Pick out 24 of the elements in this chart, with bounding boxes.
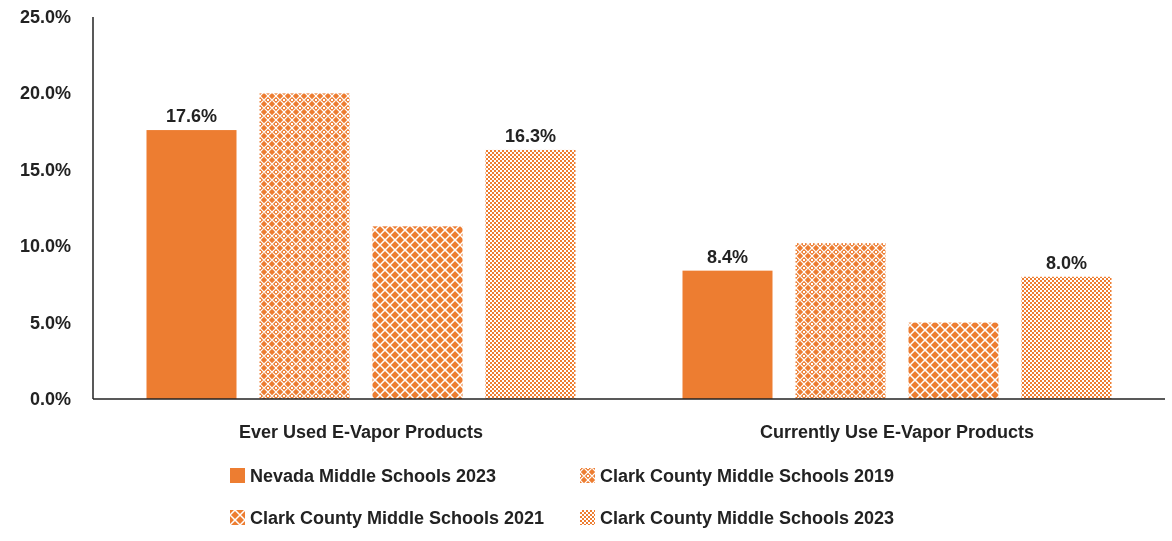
bar	[372, 226, 463, 399]
y-tick-label: 25.0%	[19, 7, 71, 27]
y-tick-label: 15.0%	[19, 159, 71, 180]
y-tick-label: 0.0%	[29, 389, 71, 409]
y-tick-label: 20.0%	[19, 83, 71, 104]
bar	[795, 243, 886, 399]
data-label: 8.4%	[706, 246, 749, 267]
bar	[1021, 276, 1112, 399]
data-label: 8.0%	[1045, 252, 1088, 273]
data-label: 17.6%	[165, 106, 218, 127]
y-tick-label: 10.0%	[19, 236, 71, 257]
legend-label: Clark County Middle Schools 2023	[600, 508, 895, 528]
bar	[908, 322, 999, 399]
bar	[146, 130, 237, 399]
bar	[485, 149, 576, 399]
bar	[259, 93, 350, 399]
legend-label: Nevada Middle Schools 2023	[250, 466, 497, 486]
legend-label: Clark County Middle Schools 2021	[250, 508, 545, 528]
bar	[682, 270, 773, 399]
y-tick-label: 5.0%	[29, 312, 71, 333]
x-tick-label: Currently Use E-Vapor Products	[759, 422, 1035, 442]
data-label: 16.3%	[504, 125, 557, 146]
x-tick-label: Ever Used E-Vapor Products	[238, 422, 484, 442]
legend-label: Clark County Middle Schools 2019	[600, 466, 895, 486]
